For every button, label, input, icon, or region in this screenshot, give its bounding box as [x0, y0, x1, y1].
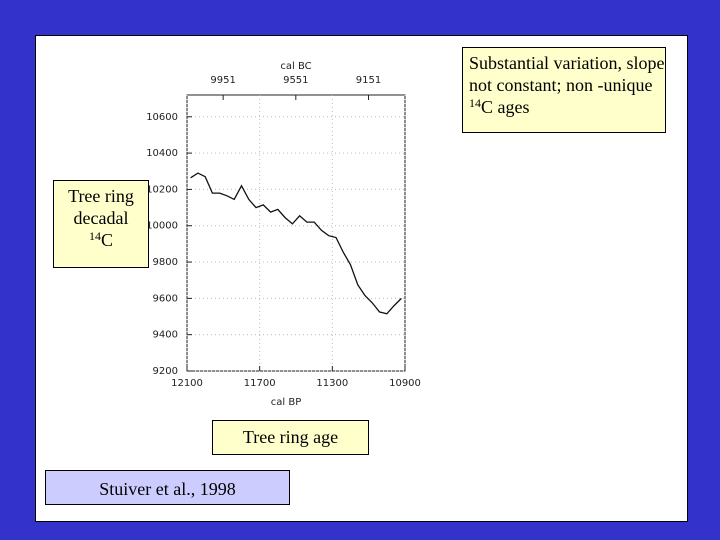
x2-axis-title: cal BC	[280, 61, 311, 72]
x2-tick-label: 9151	[356, 75, 381, 86]
y-tick-label: 9400	[153, 330, 178, 341]
y-tick-label: 10000	[146, 221, 178, 232]
x-tick-label: 11300	[316, 378, 348, 389]
plot-frame	[186, 94, 406, 372]
x-tick-label: 12100	[171, 378, 203, 389]
ylabel-box: Tree ring decadal 14C	[53, 180, 149, 268]
xlabel-text: Tree ring age	[242, 427, 339, 447]
x2-tick-label: 9551	[283, 75, 308, 86]
y-tick-label: 10400	[146, 148, 178, 159]
x-tick-label: 11700	[244, 378, 276, 389]
x-tick-label: 10900	[389, 378, 421, 389]
y-tick-label: 9600	[153, 293, 178, 304]
ylabel-tail: C	[100, 230, 113, 250]
x-axis-title: cal BP	[271, 397, 301, 408]
note-text: Substantial variation, slope not constan…	[469, 53, 665, 95]
data-line	[190, 172, 402, 315]
y-tick-label: 10200	[146, 184, 178, 195]
note-tail: C ages	[481, 97, 530, 117]
y-tick-label: 10600	[146, 112, 178, 123]
note-sup: 14	[469, 96, 481, 110]
xlabel-box: Tree ring age	[212, 420, 369, 455]
source-text: Stuiver et al., 1998	[99, 479, 236, 499]
ylabel-text: Tree ring decadal	[68, 186, 134, 228]
note-box: Substantial variation, slope not constan…	[462, 47, 666, 133]
x2-tick-label: 9951	[210, 75, 235, 86]
y-tick-label: 9800	[153, 257, 178, 268]
ylabel-sup: 14	[88, 229, 101, 243]
y-tick-label: 9200	[153, 366, 178, 377]
source-box: Stuiver et al., 1998	[45, 470, 290, 505]
